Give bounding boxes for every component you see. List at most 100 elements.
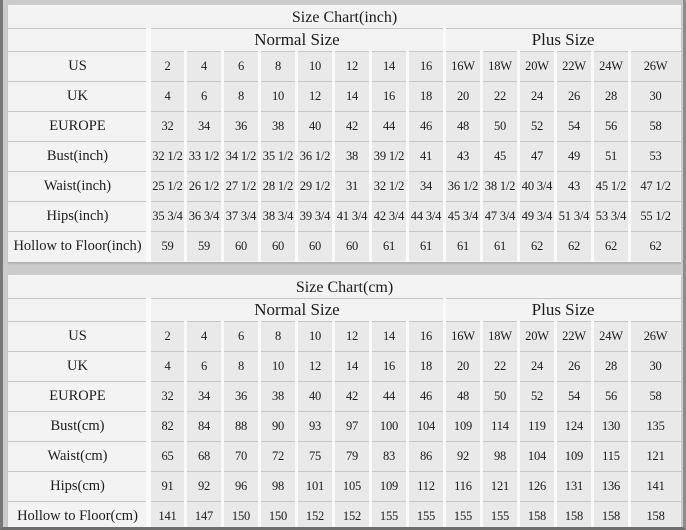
size-cell: 10 (259, 351, 298, 382)
size-cell: 155 (370, 501, 409, 527)
size-cell: 22W (555, 321, 594, 352)
size-cell: 38 (259, 381, 298, 412)
size-cell: 55 1/2 (629, 201, 681, 232)
table-row: Hollow to Floor(inch) 59 59 60 60 60 60 61 61 61 6… (8, 231, 681, 262)
size-cell: 32 (148, 381, 187, 412)
size-cell: 20 (444, 81, 483, 112)
size-cell: 97 (333, 411, 372, 442)
size-cell: 98 (259, 471, 298, 502)
size-cell: 30 (629, 351, 681, 382)
size-cell: 38 3/4 (259, 201, 298, 232)
size-cell: 42 (333, 381, 372, 412)
size-cell: 152 (296, 501, 335, 527)
size-cell: 36 (222, 111, 261, 142)
size-cell: 22 (481, 351, 520, 382)
size-cell: 48 (444, 381, 483, 412)
size-cell: 58 (629, 381, 681, 412)
group-header-normal-size: Normal Size (148, 298, 446, 322)
size-cell: 40 (296, 111, 335, 142)
size-cell: 34 (407, 171, 446, 202)
size-cell: 61 (370, 231, 409, 262)
size-cell: 104 (407, 411, 446, 442)
size-cell: 53 3/4 (592, 201, 631, 232)
size-cell: 54 (555, 381, 594, 412)
size-cell: 20W (518, 51, 557, 82)
size-cell: 28 1/2 (259, 171, 298, 202)
size-cell: 14 (333, 351, 372, 382)
size-cell: 60 (333, 231, 372, 262)
table-row: US 2 4 6 8 10 12 14 16 16W 18W 20W 22W 24W 26W (8, 321, 681, 352)
size-cell: 60 (222, 231, 261, 262)
size-cell: 86 (407, 441, 446, 472)
size-cell: 53 (629, 141, 681, 172)
size-cell: 93 (296, 411, 335, 442)
row-label: Waist(cm) (8, 441, 151, 472)
size-cell: 27 1/2 (222, 171, 261, 202)
size-cell: 75 (296, 441, 335, 472)
size-cell: 24 (518, 81, 557, 112)
size-cell: 28 (592, 351, 631, 382)
size-cell: 24W (592, 51, 631, 82)
size-cell: 115 (592, 441, 631, 472)
table-row: Waist(inch) 25 1/2 26 1/2 27 1/2 28 1/2 29 1/… (8, 171, 681, 202)
size-cell: 10 (296, 51, 335, 82)
size-cell: 158 (629, 501, 681, 527)
size-cell: 121 (629, 441, 681, 472)
size-cell: 36 1/2 (444, 171, 483, 202)
size-cell: 52 (518, 111, 557, 142)
size-cell: 37 3/4 (222, 201, 261, 232)
size-cell: 16 (407, 321, 446, 352)
size-cell: 16 (407, 51, 446, 82)
row-label: UK (8, 351, 151, 382)
size-cell: 83 (370, 441, 409, 472)
title-row: Size Chart(cm) (8, 276, 681, 299)
size-cell: 46 (407, 111, 446, 142)
size-cell: 28 (592, 81, 631, 112)
size-cell: 54 (555, 111, 594, 142)
size-cell: 6 (222, 321, 261, 352)
group-header-plus-size: Plus Size (444, 298, 681, 322)
size-cell: 22W (555, 51, 594, 82)
size-cell: 14 (333, 81, 372, 112)
size-cell: 8 (222, 351, 261, 382)
title-row: Size Chart(inch) (8, 6, 681, 29)
size-cell: 96 (222, 471, 261, 502)
size-cell: 18 (407, 351, 446, 382)
group-header-row: Normal Size Plus Size (8, 298, 681, 322)
size-cell: 4 (185, 51, 224, 82)
size-chart-cm-table: Size Chart(cm) Normal Size Plus Size US 2… (8, 275, 682, 527)
table-row: UK 4 6 8 10 12 14 16 18 20 22 24 26 28 30 (8, 351, 681, 382)
size-chart-inch-table: Size Chart(inch) Normal Size Plus Size U… (8, 5, 682, 262)
size-cell: 34 (185, 111, 224, 142)
size-cell: 12 (333, 321, 372, 352)
size-cell: 38 (333, 141, 372, 172)
size-cell: 42 3/4 (370, 201, 409, 232)
table-row: EUROPE 32 34 36 38 40 42 44 46 48 50 52 54 56 58 (8, 381, 681, 412)
size-cell: 158 (592, 501, 631, 527)
size-cell: 24W (592, 321, 631, 352)
size-cell: 44 3/4 (407, 201, 446, 232)
size-cell: 84 (185, 411, 224, 442)
size-cell: 26 (555, 81, 594, 112)
size-cell: 141 (629, 471, 681, 502)
size-cell: 6 (185, 81, 224, 112)
row-label: Hips(cm) (8, 471, 151, 502)
size-cell: 59 (185, 231, 224, 262)
size-cell: 36 (222, 381, 261, 412)
size-cell: 45 1/2 (592, 171, 631, 202)
size-cell: 8 (259, 321, 298, 352)
size-cell: 114 (481, 411, 520, 442)
table-row: Hips(cm) 91 92 96 98 101 105 109 112 116 121 126 131… (8, 471, 681, 502)
size-cell: 40 3/4 (518, 171, 557, 202)
size-cell: 121 (481, 471, 520, 502)
size-cell: 43 (555, 171, 594, 202)
size-cell: 38 (259, 111, 298, 142)
size-cell: 62 (555, 231, 594, 262)
size-cell: 2 (148, 51, 187, 82)
size-cell: 46 (407, 381, 446, 412)
size-cell: 8 (222, 81, 261, 112)
size-cell: 44 (370, 381, 409, 412)
size-cell: 35 1/2 (259, 141, 298, 172)
size-cell: 56 (592, 381, 631, 412)
size-cell: 39 1/2 (370, 141, 409, 172)
